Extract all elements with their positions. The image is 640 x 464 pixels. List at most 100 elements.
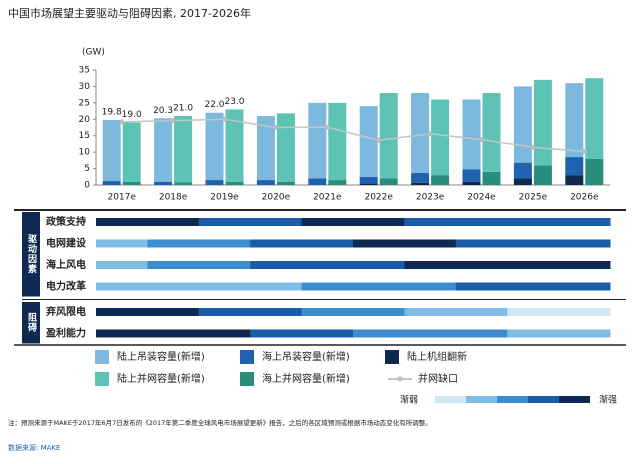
bar-segment — [174, 116, 193, 183]
heat-cell — [404, 261, 457, 269]
heat-cell — [96, 261, 148, 269]
x-tick-label: 2025e — [519, 193, 548, 203]
heat-cell — [250, 329, 303, 338]
heat-cell — [455, 218, 508, 226]
gap-point — [581, 148, 587, 154]
x-tick-label: 2024e — [467, 193, 496, 203]
footnote: 注：预测来源于MAKE于2017年6月7日发布的《2017年第二季度全球风电市场… — [8, 418, 432, 427]
heat-cell — [96, 308, 148, 316]
heat-cell — [353, 239, 405, 248]
bar-segment — [411, 172, 430, 183]
heat-cell — [507, 282, 560, 291]
bar-segment — [585, 78, 604, 159]
bar-segment — [431, 175, 450, 185]
heat-cell — [404, 239, 457, 248]
bar-segment — [154, 118, 173, 182]
y-tick-label: 30 — [79, 82, 91, 92]
bar-segment — [411, 93, 430, 173]
bar-segment — [565, 175, 584, 185]
scale-high: 渐强 — [599, 394, 617, 406]
bar-segment — [379, 178, 398, 185]
legend-label: 陆上并网容量(新增) — [117, 372, 205, 385]
bar-segment — [482, 171, 501, 185]
heat-cell — [96, 329, 148, 338]
bar-segment — [533, 165, 552, 185]
scale-swatch — [559, 396, 590, 403]
heat-cell — [558, 282, 611, 291]
heat-cell — [301, 218, 354, 226]
heat-cell — [147, 239, 200, 248]
heat-cell — [301, 308, 354, 316]
gap-point — [222, 116, 227, 122]
heat-cell — [404, 308, 457, 316]
heat-cell — [558, 329, 611, 338]
legend-swatch — [240, 372, 254, 386]
gap-point — [119, 119, 125, 125]
heat-cell — [250, 239, 303, 248]
bar-segment — [359, 183, 378, 185]
heat-cell — [507, 261, 560, 269]
heat-cell — [507, 218, 560, 226]
heat-cell — [558, 261, 611, 269]
heat-cell — [404, 329, 457, 338]
bar-segment — [482, 93, 501, 172]
legend-label: 海上并网容量(新增) — [262, 372, 350, 385]
heat-cell — [353, 261, 405, 269]
y-tick-label: 35 — [79, 66, 90, 76]
row-label: 弃风限电 — [46, 305, 86, 318]
heat-cell — [558, 308, 611, 316]
group-band — [22, 212, 40, 297]
heat-cell — [198, 261, 251, 269]
bar-segment — [276, 113, 295, 182]
bar-segment — [122, 181, 141, 185]
heat-cell — [250, 308, 303, 316]
x-tick-label: 2021e — [313, 193, 342, 203]
group-band — [22, 302, 40, 344]
bar-segment — [174, 182, 193, 185]
heat-cell — [147, 308, 200, 316]
x-tick-label: 2019e — [210, 193, 239, 203]
gap-point — [427, 131, 433, 137]
heat-cell — [353, 282, 405, 291]
heat-cell — [353, 308, 405, 316]
legend-label: 海上吊装容量(新增) — [262, 350, 350, 363]
heat-cell — [147, 218, 200, 226]
heat-cell — [558, 218, 611, 226]
total-label: 19.8 — [102, 107, 122, 117]
bar-segment — [462, 181, 481, 185]
bar-segment — [533, 79, 552, 166]
legend-label: 陆上机组翻新 — [407, 350, 467, 363]
bar-segment — [359, 106, 378, 177]
x-tick-label: 2022e — [364, 193, 393, 203]
source: 数据来源: MAKE — [8, 443, 60, 452]
heat-cell — [198, 239, 251, 248]
bar-segment — [102, 181, 121, 185]
bar-segment — [328, 180, 347, 185]
bar-segment — [462, 99, 481, 170]
bar-segment — [308, 102, 327, 179]
legend-swatch — [95, 350, 109, 364]
legend-swatch — [240, 350, 254, 364]
heat-cell — [353, 218, 405, 226]
bar-segment — [565, 83, 584, 158]
y-tick-label: 10 — [79, 148, 91, 158]
gap-point — [324, 124, 330, 130]
heat-cell — [507, 239, 560, 248]
bar-segment — [328, 102, 347, 181]
heat-cell — [250, 218, 303, 226]
gap-line — [121, 118, 585, 153]
row-label: 盈利能力 — [45, 327, 86, 340]
bar-segment — [154, 181, 173, 185]
total-label: 21.0 — [173, 104, 193, 114]
bar-segment — [379, 93, 398, 179]
heat-cell — [455, 308, 508, 316]
bar-segment — [276, 181, 295, 185]
y-axis-label: (GW) — [82, 48, 105, 58]
heat-cell — [198, 308, 251, 316]
chart-title: 中国市场展望主要驱动与阻碍因素, 2017-2026年 — [8, 6, 251, 20]
heat-cell — [558, 239, 611, 248]
heat-cell — [198, 329, 251, 338]
heat-cell — [198, 282, 251, 291]
